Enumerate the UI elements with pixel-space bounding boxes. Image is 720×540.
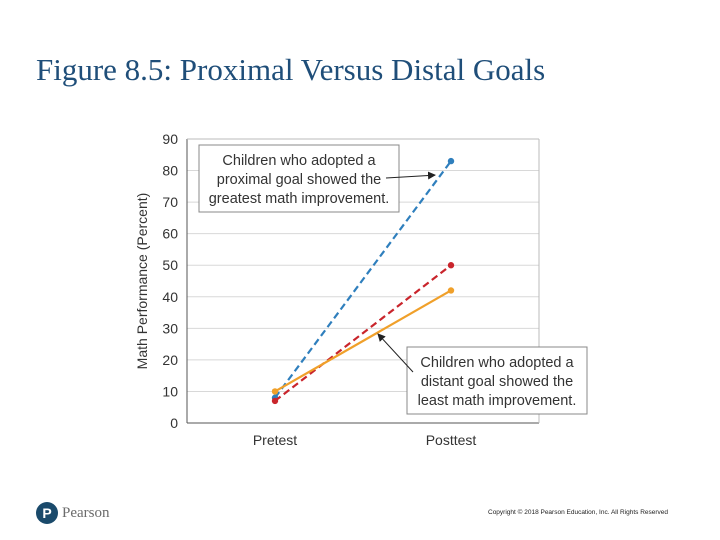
y-tick-label: 10: [162, 383, 178, 399]
data-point-distal: [271, 397, 279, 405]
y-tick-label: 30: [162, 320, 178, 336]
x-tick-label: Posttest: [426, 432, 477, 448]
annotation-arrow-distal: [377, 333, 414, 373]
annotation-text-proximal: proximal goal showed the: [217, 172, 381, 188]
annotation-arrow-proximal: [385, 171, 436, 180]
annotation-text-proximal: Children who adopted a: [222, 153, 376, 169]
annotation-text-distal: least math improvement.: [418, 393, 577, 409]
x-tick-label: Pretest: [253, 432, 297, 448]
series-line-none: [274, 289, 452, 393]
pearson-logo-icon: P: [36, 502, 58, 524]
annotation-text-distal: Children who adopted a: [420, 355, 574, 371]
y-tick-label: 0: [170, 415, 178, 431]
series-line-distal: [274, 264, 452, 402]
y-tick-label: 50: [162, 257, 178, 273]
annotation-box-proximal: [198, 144, 400, 213]
y-tick-label: 40: [162, 289, 178, 305]
y-tick-label: 20: [162, 352, 178, 368]
data-point-none: [447, 287, 455, 294]
pearson-logo-text: Pearson: [62, 504, 110, 521]
y-tick-label: 60: [162, 226, 178, 242]
pearson-logo: P Pearson: [36, 502, 110, 524]
series-line-proximal: [274, 160, 452, 399]
data-point-distal: [447, 262, 455, 269]
annotation-text-distal: distant goal showed the: [421, 374, 573, 390]
y-axis-label: Math Performance (Percent): [134, 193, 150, 370]
annotation-box-distal: [406, 346, 588, 415]
slide-title: Figure 8.5: Proximal Versus Distal Goals: [36, 52, 546, 87]
copyright-notice: Copyright © 2018 Pearson Education, Inc.…: [488, 509, 669, 516]
annotation-text-proximal: greatest math improvement.: [209, 191, 390, 207]
y-tick-label: 90: [162, 131, 178, 147]
y-tick-label: 70: [162, 194, 178, 210]
y-tick-label: 80: [162, 163, 178, 179]
data-point-proximal: [447, 157, 455, 165]
data-point-none: [271, 388, 279, 395]
